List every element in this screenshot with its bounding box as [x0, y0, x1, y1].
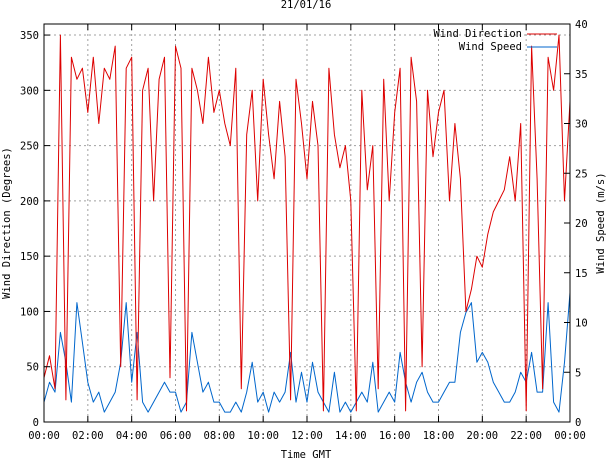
x-tick-label: 10:00 — [247, 430, 279, 442]
y-left-tick-label: 350 — [20, 30, 39, 42]
y-left-tick-label: 300 — [20, 85, 39, 97]
y-right-tick-label: 20 — [575, 218, 588, 230]
x-axis-label: Time GMT — [281, 449, 332, 459]
chart-title: 21/01/16 — [281, 0, 332, 11]
legend-label-wind-speed: Wind Speed — [459, 41, 522, 53]
y-right-tick-label: 10 — [575, 318, 588, 330]
y-right-tick-label: 5 — [575, 367, 581, 379]
y-left-tick-label: 0 — [33, 417, 39, 429]
y-right-tick-label: 40 — [575, 19, 588, 31]
x-tick-label: 00:00 — [554, 430, 586, 442]
series-line-wind-direction — [43, 34, 571, 412]
y-axis-right-label: Wind Speed (m/s) — [595, 172, 607, 273]
series-layer — [43, 34, 571, 413]
y-left-tick-label: 100 — [20, 306, 39, 318]
x-tick-label: 18:00 — [423, 430, 455, 442]
x-tick-label: 00:00 — [28, 430, 60, 442]
y-right-tick-label: 30 — [575, 119, 588, 131]
x-tick-label: 14:00 — [335, 430, 367, 442]
legend-label-wind-direction: Wind Direction — [433, 28, 522, 40]
y-left-tick-label: 250 — [20, 141, 39, 153]
legend: Wind Direction Wind Speed — [433, 28, 557, 53]
x-tick-label: 08:00 — [204, 430, 236, 442]
x-tick-label: 22:00 — [510, 430, 542, 442]
x-tick-label: 12:00 — [291, 430, 323, 442]
x-tick-label: 16:00 — [379, 430, 411, 442]
axes: 00:00 02:00 04:00 06:00 08:00 10:00 12:00 14:00… — [20, 19, 588, 442]
x-tick-label: 06:00 — [160, 430, 192, 442]
x-tick-label: 20:00 — [467, 430, 499, 442]
y-right-tick-label: 25 — [575, 168, 588, 180]
y-right-tick-label: 15 — [575, 268, 588, 280]
x-tick-label: 02:00 — [72, 430, 104, 442]
x-tick-label: 04:00 — [116, 430, 148, 442]
y-left-tick-label: 50 — [26, 362, 39, 374]
y-right-tick-label: 0 — [575, 417, 581, 429]
y-axis-left-label: Wind Direction (Degrees) — [1, 147, 13, 299]
series-line-wind-speed — [43, 292, 571, 413]
y-right-tick-label: 35 — [575, 69, 588, 81]
y-left-tick-label: 150 — [20, 251, 39, 263]
y-left-tick-label: 200 — [20, 196, 39, 208]
